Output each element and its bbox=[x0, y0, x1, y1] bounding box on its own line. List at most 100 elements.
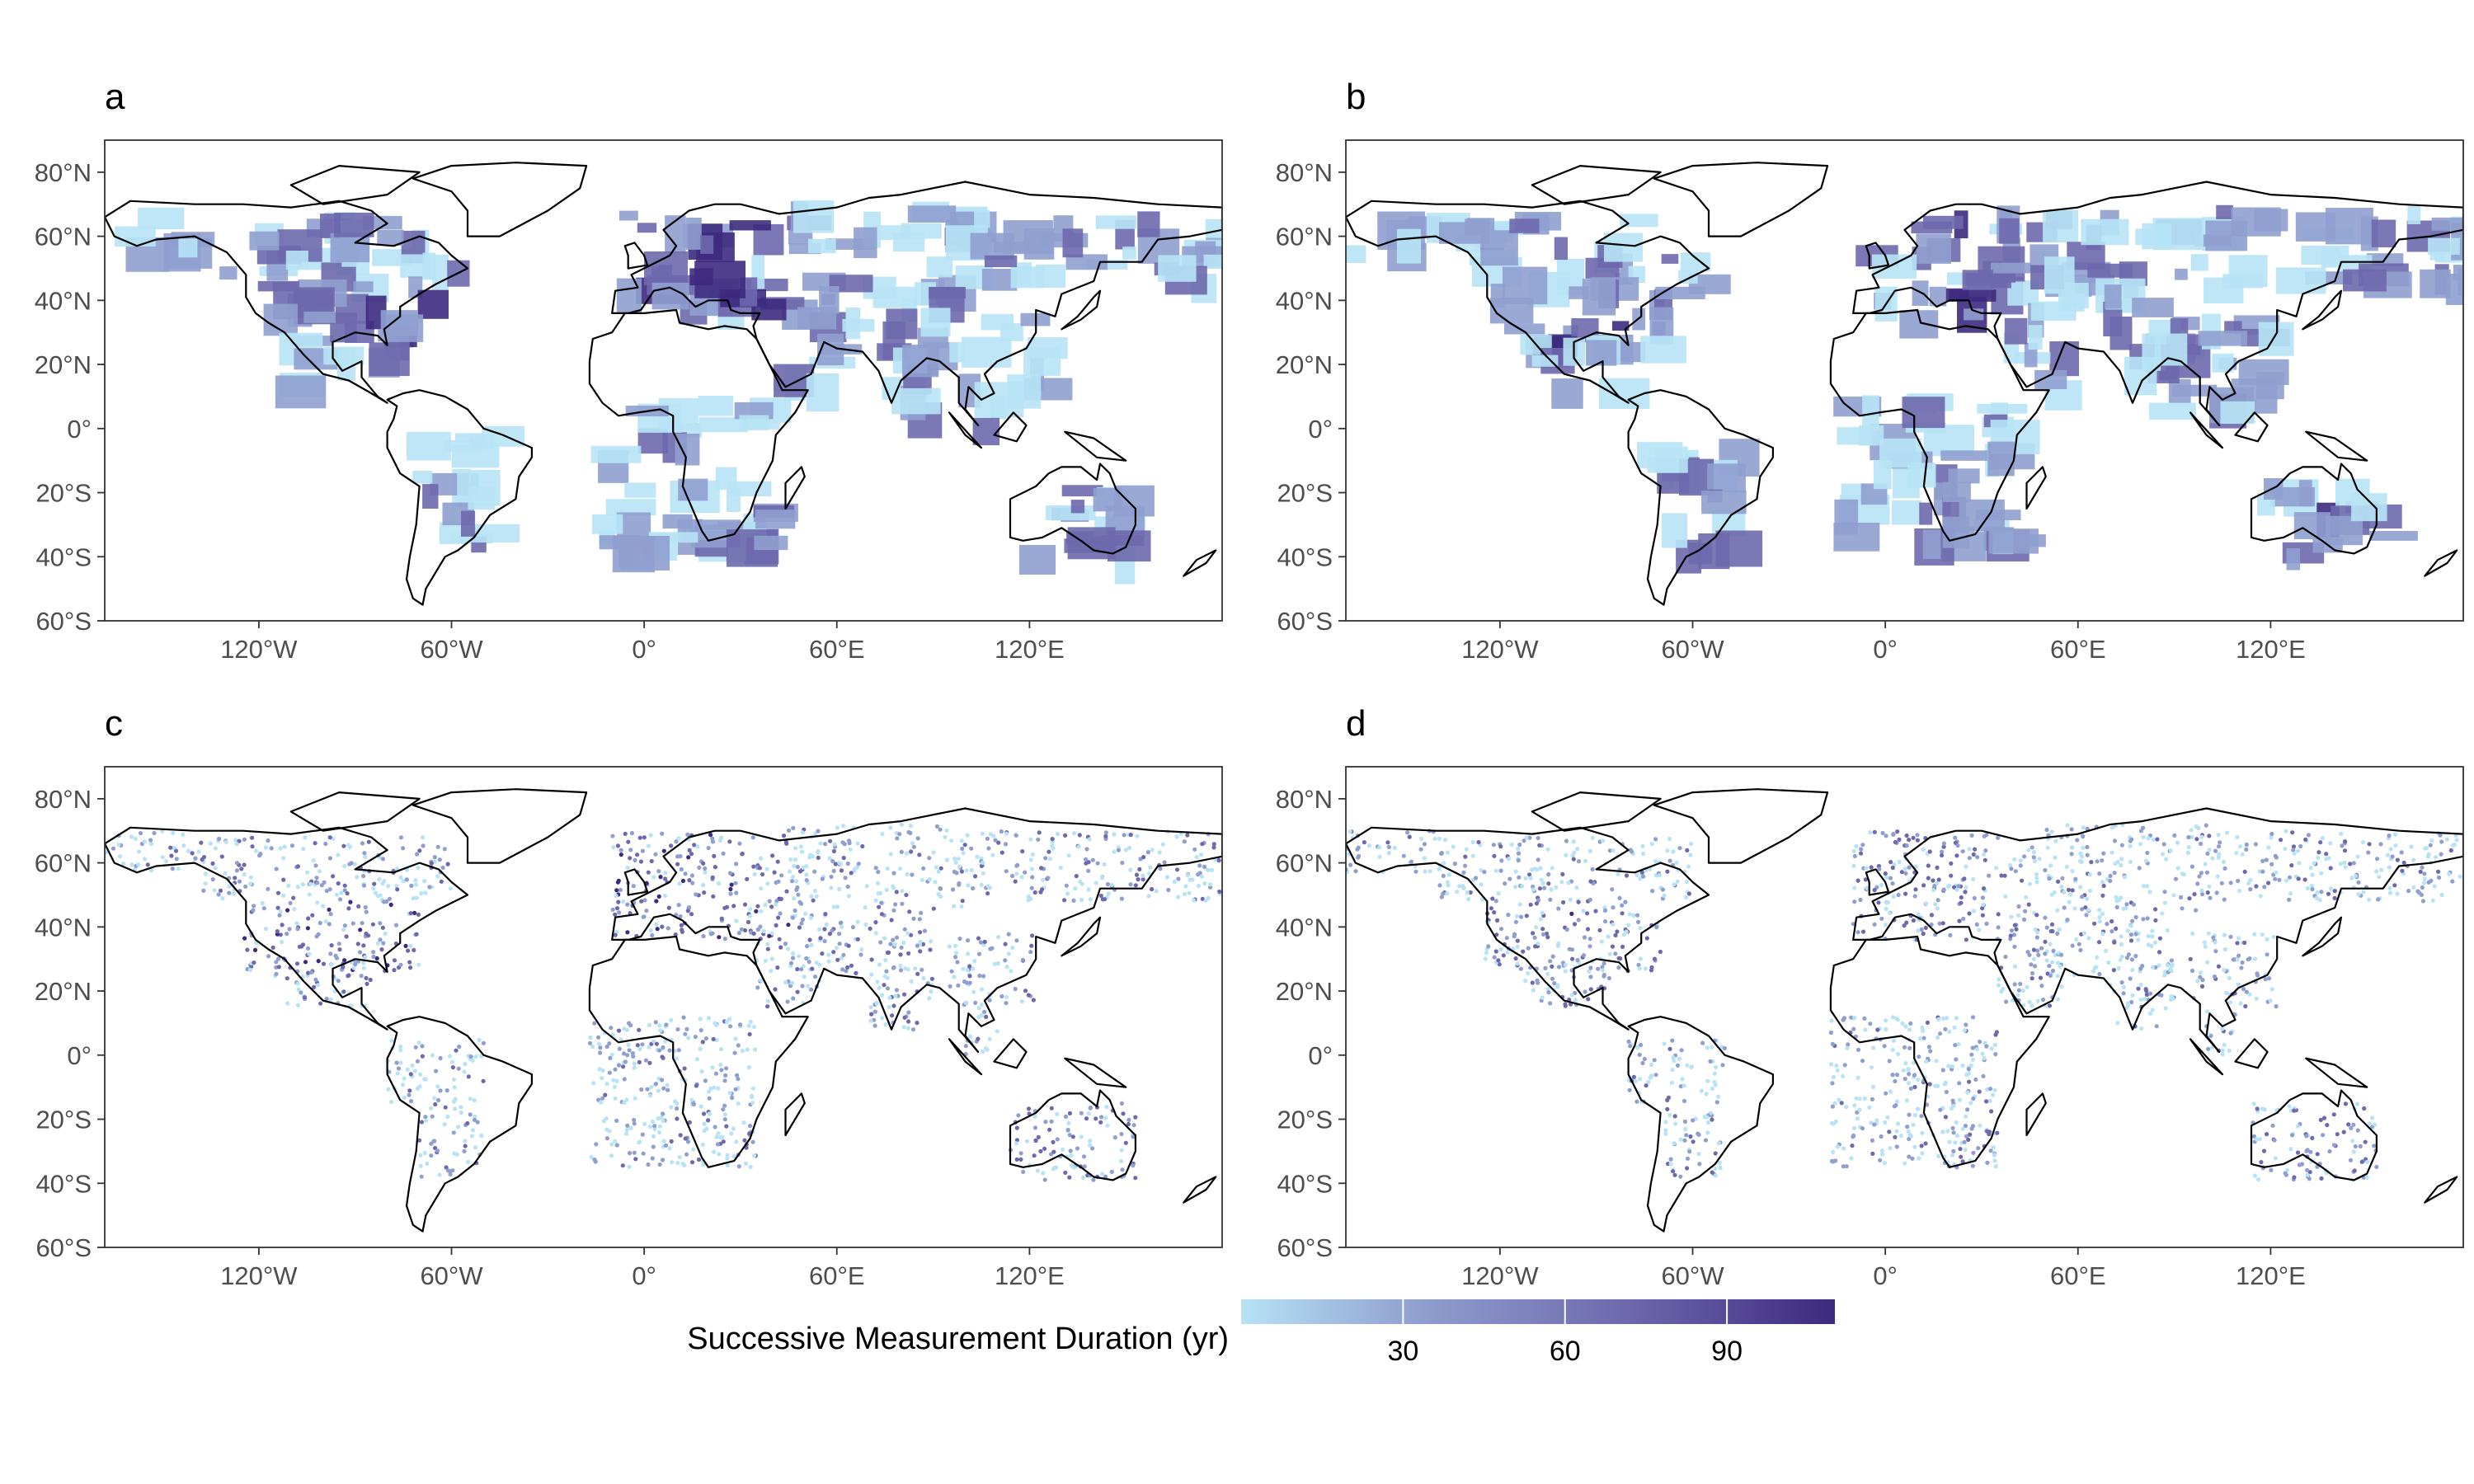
station-point bbox=[1489, 906, 1493, 911]
station-point bbox=[855, 841, 860, 846]
station-point bbox=[660, 1054, 665, 1059]
station-point bbox=[624, 1131, 629, 1136]
basin-polygon bbox=[1551, 378, 1583, 409]
station-point bbox=[763, 903, 768, 908]
station-point bbox=[1588, 987, 1593, 992]
station-point bbox=[657, 1124, 662, 1129]
station-point bbox=[1975, 855, 1980, 860]
station-point bbox=[1067, 1111, 1072, 1115]
station-point bbox=[631, 1054, 636, 1059]
station-point bbox=[915, 971, 920, 976]
station-point bbox=[2319, 1176, 2324, 1181]
station-point bbox=[1895, 1121, 1901, 1126]
station-point bbox=[2428, 843, 2433, 848]
station-point bbox=[929, 976, 934, 981]
station-point bbox=[2034, 930, 2040, 935]
station-point bbox=[647, 1125, 653, 1129]
station-point bbox=[990, 946, 995, 951]
station-point bbox=[2138, 982, 2143, 987]
station-point bbox=[1678, 1174, 1683, 1179]
station-point bbox=[626, 839, 631, 844]
y-tick-label: 20°S bbox=[1277, 1106, 1333, 1134]
station-point bbox=[341, 965, 346, 970]
station-point bbox=[1055, 1111, 1060, 1116]
station-point bbox=[2015, 993, 2020, 998]
station-point bbox=[1141, 877, 1145, 882]
station-point bbox=[1141, 855, 1146, 860]
station-point bbox=[1852, 899, 1857, 904]
station-point bbox=[891, 965, 896, 970]
station-point bbox=[599, 1100, 604, 1105]
station-point bbox=[984, 1014, 989, 1019]
basin-polygon bbox=[1945, 288, 1969, 301]
station-point bbox=[2195, 881, 2200, 886]
station-point bbox=[2363, 1139, 2368, 1144]
station-point bbox=[882, 936, 887, 941]
station-point bbox=[1845, 1045, 1850, 1050]
station-point bbox=[952, 974, 957, 979]
coastline bbox=[412, 788, 588, 864]
station-point bbox=[1665, 869, 1670, 874]
station-point bbox=[1940, 849, 1945, 854]
station-point bbox=[858, 952, 863, 957]
coastline bbox=[1653, 162, 1829, 237]
station-point bbox=[2254, 1137, 2259, 1142]
station-point bbox=[2429, 878, 2434, 883]
station-point bbox=[1464, 847, 1469, 852]
station-point bbox=[1457, 884, 1462, 889]
station-point bbox=[252, 947, 258, 952]
station-point bbox=[661, 1086, 666, 1091]
station-point bbox=[355, 942, 360, 946]
station-point bbox=[733, 881, 738, 885]
station-point bbox=[868, 926, 872, 931]
station-point bbox=[2243, 1003, 2248, 1009]
station-point bbox=[1987, 873, 1992, 878]
station-point bbox=[2364, 1175, 2369, 1180]
station-point bbox=[2269, 1167, 2274, 1172]
station-point bbox=[1949, 861, 1954, 866]
station-point bbox=[1687, 1149, 1692, 1154]
station-point bbox=[1649, 968, 1654, 973]
station-point bbox=[1023, 989, 1028, 993]
station-point bbox=[2059, 984, 2064, 989]
basin-polygon bbox=[1977, 403, 2028, 414]
station-point bbox=[1121, 1111, 1126, 1116]
basin-polygon bbox=[698, 417, 749, 433]
station-point bbox=[883, 1022, 888, 1027]
station-point bbox=[752, 871, 757, 877]
station-point bbox=[1641, 874, 1646, 879]
station-point bbox=[1019, 875, 1024, 880]
station-point bbox=[607, 1129, 612, 1134]
station-point bbox=[769, 931, 774, 936]
station-point bbox=[607, 1041, 612, 1046]
station-point bbox=[1638, 956, 1643, 961]
station-point bbox=[1636, 919, 1641, 924]
station-point bbox=[2448, 848, 2453, 853]
station-point bbox=[1546, 990, 1551, 995]
x-tick-label: 0° bbox=[632, 635, 656, 664]
coastline bbox=[386, 389, 533, 606]
station-point bbox=[342, 863, 347, 869]
station-point bbox=[1086, 868, 1091, 873]
station-point bbox=[387, 896, 392, 901]
station-point bbox=[747, 913, 753, 918]
station-point bbox=[875, 979, 880, 984]
station-point bbox=[1841, 1146, 1846, 1151]
station-point bbox=[181, 832, 186, 837]
station-point bbox=[1070, 1134, 1075, 1139]
station-point bbox=[615, 880, 621, 885]
station-point bbox=[1919, 1114, 1924, 1119]
basin-polygon bbox=[2152, 218, 2204, 251]
station-point bbox=[736, 1043, 741, 1048]
station-point bbox=[1556, 941, 1561, 946]
station-point bbox=[2366, 850, 2371, 855]
station-point bbox=[2143, 987, 2148, 992]
station-point bbox=[2051, 948, 2056, 953]
station-point bbox=[479, 1133, 484, 1138]
station-point bbox=[1660, 887, 1666, 892]
station-point bbox=[1936, 1017, 1941, 1021]
station-point bbox=[361, 883, 367, 888]
station-point bbox=[769, 904, 774, 909]
station-point bbox=[2271, 934, 2276, 939]
station-point bbox=[2297, 1162, 2302, 1167]
